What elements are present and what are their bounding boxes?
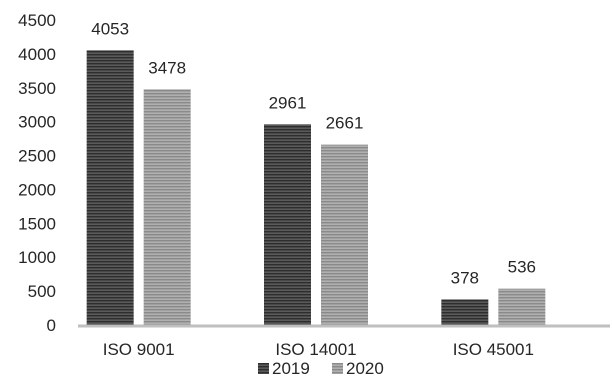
bar-2020-iso-45001 bbox=[498, 288, 546, 325]
data-label: 2661 bbox=[326, 114, 364, 133]
y-tick-label: 500 bbox=[28, 282, 56, 301]
bar-2019-iso-45001 bbox=[441, 299, 489, 325]
legend-swatch-2019 bbox=[258, 363, 269, 374]
bar-2019-iso-14001 bbox=[264, 124, 311, 325]
data-label: 378 bbox=[451, 268, 479, 287]
y-tick-label: 4500 bbox=[18, 11, 56, 30]
bar-2020-iso-9001 bbox=[143, 89, 191, 325]
data-label: 3478 bbox=[148, 58, 186, 77]
y-tick-label: 2500 bbox=[18, 147, 56, 166]
y-tick-label: 1000 bbox=[18, 248, 56, 267]
x-tick-label: ISO 14001 bbox=[275, 340, 356, 359]
legend-label: 2020 bbox=[346, 359, 384, 378]
y-tick-label: 3500 bbox=[18, 79, 56, 98]
data-label: 536 bbox=[508, 258, 536, 277]
data-labels-group: 4053 3478 2961 2661 378 536 bbox=[91, 19, 536, 287]
x-tick-label: ISO 45001 bbox=[453, 340, 534, 359]
x-tick-label: ISO 9001 bbox=[103, 340, 175, 359]
legend-label: 2019 bbox=[272, 359, 310, 378]
data-label: 4053 bbox=[91, 19, 129, 38]
bars-group bbox=[86, 50, 546, 326]
y-tick-label: 2000 bbox=[18, 180, 56, 199]
y-tick-label: 4000 bbox=[18, 45, 56, 64]
y-tick-label: 0 bbox=[47, 316, 56, 335]
y-tick-label: 1500 bbox=[18, 214, 56, 233]
data-label: 2961 bbox=[269, 93, 307, 112]
y-axis-ticks: 0 500 1000 1500 2000 2500 3000 3500 4000 4500 bbox=[18, 11, 56, 335]
legend: 2019 2020 bbox=[258, 359, 384, 378]
bar-2019-iso-9001 bbox=[86, 50, 134, 326]
bar-2020-iso-14001 bbox=[321, 144, 368, 325]
legend-swatch-2020 bbox=[332, 363, 343, 374]
x-axis-ticks: ISO 9001 ISO 14001 ISO 45001 bbox=[103, 340, 534, 359]
y-tick-label: 3000 bbox=[18, 113, 56, 132]
